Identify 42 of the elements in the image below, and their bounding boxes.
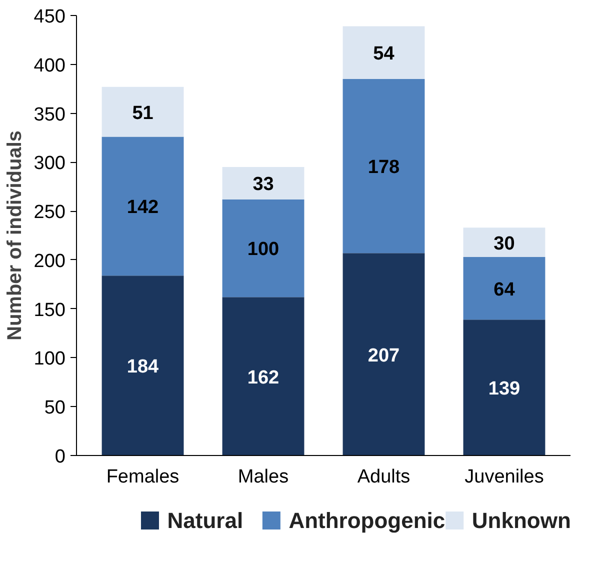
bar — [342, 26, 425, 80]
bar — [463, 320, 546, 456]
data-label: 51 — [132, 102, 154, 124]
y-tick-label: 200 — [34, 250, 66, 272]
bar — [222, 167, 304, 200]
bar — [463, 257, 546, 320]
bar — [342, 79, 425, 254]
data-label: 207 — [368, 345, 400, 366]
y-tick-label: 150 — [34, 300, 66, 321]
legend-label: Natural — [167, 508, 244, 533]
bar — [102, 86, 184, 137]
data-label: 178 — [368, 157, 400, 178]
y-axis-title: Number of individuals — [4, 130, 26, 341]
x-tick-label: Males — [238, 466, 289, 488]
data-label: 162 — [247, 367, 280, 388]
bar — [463, 228, 546, 258]
bar — [342, 253, 425, 456]
x-tick-label: Females — [106, 466, 180, 488]
data-label: 100 — [247, 239, 280, 260]
y-tick-label: 450 — [34, 6, 66, 28]
y-tick-label: 0 — [54, 446, 66, 468]
data-label: 33 — [252, 174, 274, 196]
data-label: 139 — [488, 378, 520, 400]
legend-label: Unknown — [472, 508, 571, 533]
data-label: 30 — [494, 233, 515, 254]
y-tick-label: 350 — [34, 104, 66, 126]
data-label: 64 — [494, 279, 516, 300]
data-label: 142 — [126, 197, 159, 218]
x-tick-label: Juveniles — [464, 466, 544, 488]
x-tick-label: Adults — [357, 466, 410, 488]
bar — [102, 136, 184, 276]
bar — [222, 199, 304, 298]
y-tick-label: 100 — [34, 348, 66, 370]
data-label: 184 — [126, 356, 160, 378]
y-tick-label: 300 — [34, 153, 66, 174]
y-tick-label: 250 — [34, 202, 66, 224]
y-tick-label: 50 — [44, 398, 66, 419]
y-tick-label: 400 — [34, 55, 66, 76]
data-label: 54 — [373, 44, 395, 65]
bar — [102, 276, 184, 456]
legend-label: Anthropogenic — [288, 508, 446, 533]
bar — [222, 297, 304, 456]
